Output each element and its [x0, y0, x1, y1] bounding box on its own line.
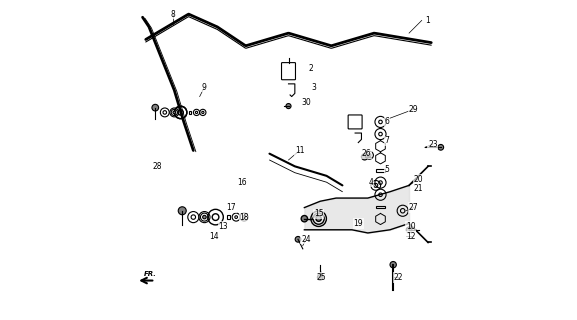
Circle shape — [286, 104, 291, 108]
Bar — [376, 169, 385, 172]
Text: 17: 17 — [227, 203, 236, 212]
Circle shape — [316, 216, 321, 221]
Bar — [189, 111, 191, 114]
Text: 25: 25 — [317, 273, 327, 282]
Text: 22: 22 — [393, 273, 403, 282]
Text: 13: 13 — [219, 222, 228, 231]
Text: 27: 27 — [409, 203, 419, 212]
Text: 6: 6 — [384, 117, 389, 126]
Circle shape — [361, 154, 368, 160]
Text: 21: 21 — [414, 184, 424, 193]
Text: 19: 19 — [354, 219, 363, 228]
Text: 1: 1 — [426, 16, 430, 25]
Text: 15: 15 — [314, 209, 324, 219]
Text: 4: 4 — [369, 178, 373, 187]
Text: 30: 30 — [301, 99, 311, 108]
Text: 18: 18 — [239, 212, 249, 222]
Circle shape — [203, 215, 206, 219]
Circle shape — [295, 236, 301, 242]
Circle shape — [406, 227, 412, 233]
Circle shape — [173, 111, 175, 114]
Circle shape — [178, 207, 186, 215]
Circle shape — [301, 215, 308, 222]
Text: 14: 14 — [209, 232, 219, 241]
Circle shape — [438, 144, 444, 150]
Text: 12: 12 — [406, 232, 415, 241]
Text: 8: 8 — [170, 10, 175, 19]
Bar — [227, 215, 230, 219]
Text: 7: 7 — [384, 136, 389, 146]
Circle shape — [317, 275, 323, 280]
Circle shape — [390, 261, 396, 268]
Text: 11: 11 — [295, 146, 304, 155]
Text: 10: 10 — [406, 222, 415, 231]
Text: FR.: FR. — [144, 271, 157, 277]
Text: 20: 20 — [414, 174, 424, 184]
Text: 5: 5 — [384, 165, 389, 174]
Text: 3: 3 — [312, 83, 316, 92]
Text: 24: 24 — [301, 235, 311, 244]
Bar — [376, 205, 385, 208]
Text: 2: 2 — [308, 63, 313, 73]
Text: 9: 9 — [202, 83, 207, 92]
Text: 23: 23 — [428, 140, 437, 148]
Text: 29: 29 — [409, 105, 419, 114]
Circle shape — [152, 104, 159, 111]
Text: 28: 28 — [152, 162, 162, 171]
Text: 26: 26 — [361, 149, 371, 158]
Text: 16: 16 — [238, 178, 248, 187]
